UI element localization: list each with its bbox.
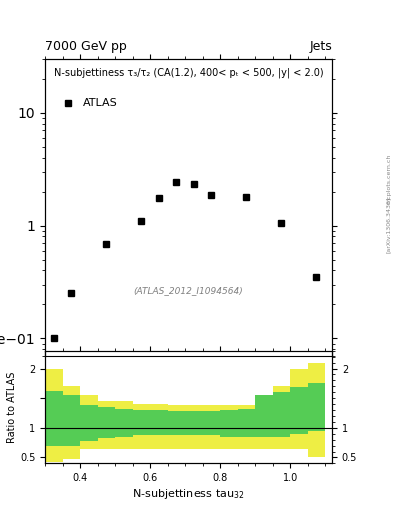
Text: 7000 GeV pp: 7000 GeV pp: [45, 40, 127, 53]
Text: ATLAS: ATLAS: [83, 98, 117, 109]
Text: [arXiv:1306.3436]: [arXiv:1306.3436]: [386, 197, 391, 253]
Text: (ATLAS_2012_I1094564): (ATLAS_2012_I1094564): [134, 286, 244, 295]
Y-axis label: Ratio to ATLAS: Ratio to ATLAS: [7, 371, 17, 443]
Text: mcplots.cern.ch: mcplots.cern.ch: [386, 154, 391, 204]
Text: Jets: Jets: [309, 40, 332, 53]
X-axis label: N-subjettiness tau$_{32}$: N-subjettiness tau$_{32}$: [132, 487, 245, 501]
Text: N-subjettiness τ₃/τ₂ (CA(1.2), 400< pₜ < 500, |y| < 2.0): N-subjettiness τ₃/τ₂ (CA(1.2), 400< pₜ <…: [54, 68, 323, 78]
